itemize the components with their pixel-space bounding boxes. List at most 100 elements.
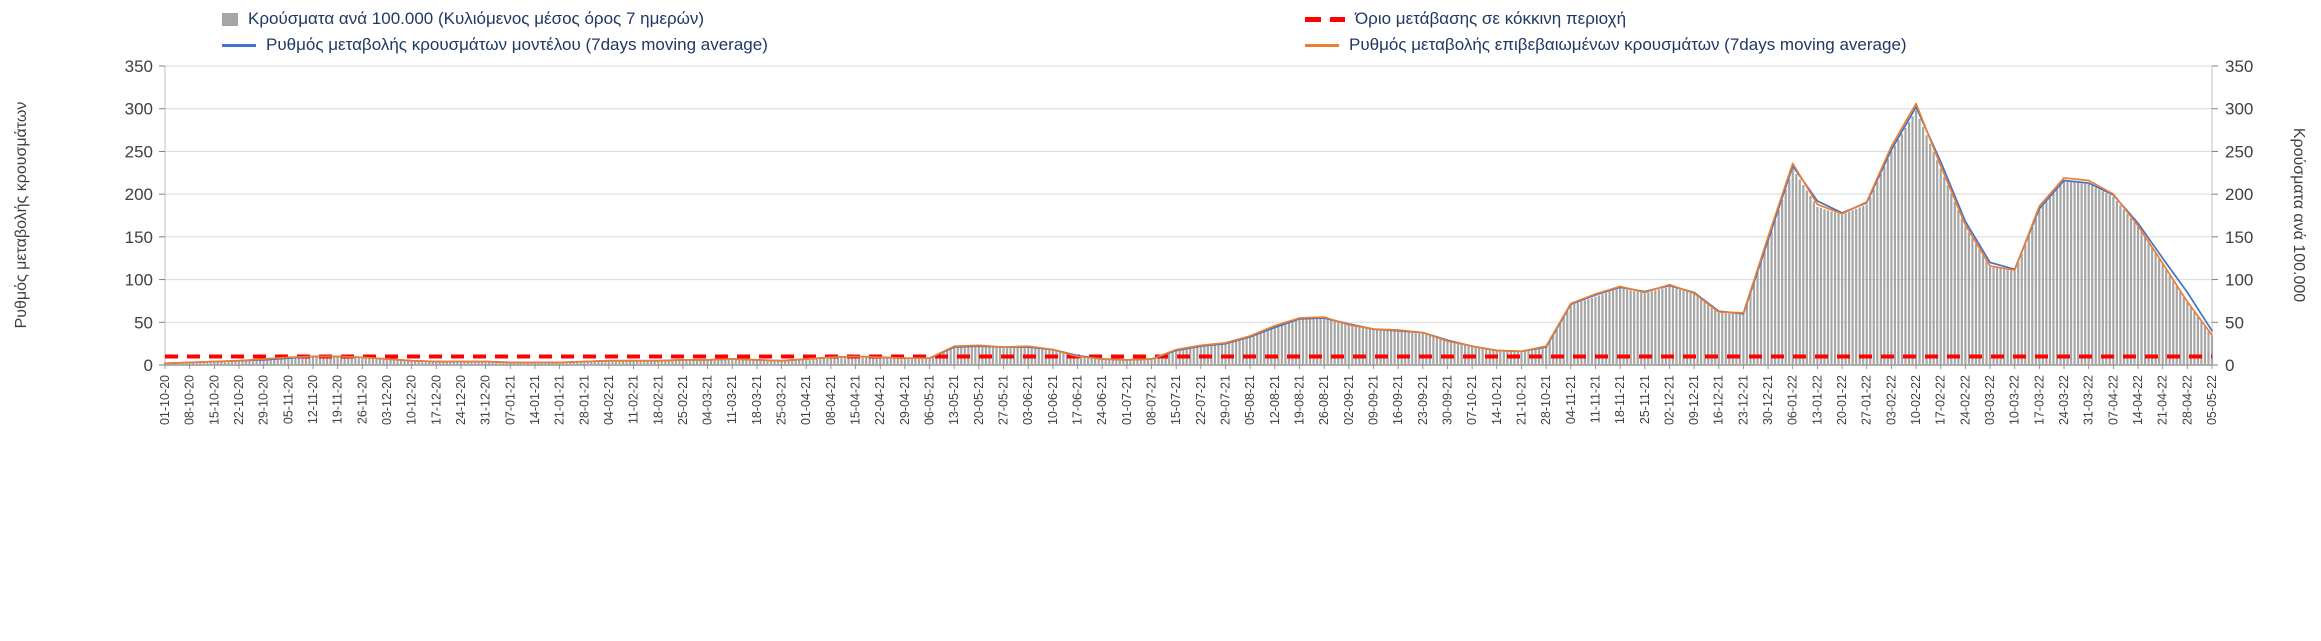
svg-text:24-03-22: 24-03-22 [2057, 375, 2071, 425]
svg-text:15-10-20: 15-10-20 [207, 375, 221, 425]
chart-legend: Κρούσματα ανά 100.000 (Κυλιόμενος μέσος … [0, 0, 2321, 60]
svg-text:100: 100 [125, 271, 153, 290]
svg-text:28-10-21: 28-10-21 [1539, 375, 1553, 425]
svg-text:01-10-20: 01-10-20 [158, 375, 172, 425]
confirmed-line-series [164, 102, 2213, 365]
svg-text:03-12-20: 03-12-20 [380, 375, 394, 425]
svg-text:21-04-22: 21-04-22 [2156, 375, 2170, 425]
svg-text:06-01-22: 06-01-22 [1786, 375, 1800, 425]
y-axis-labels-left: 0 50 100 150 200 250 300 350 [125, 57, 153, 375]
svg-text:05-08-21: 05-08-21 [1243, 375, 1257, 425]
svg-text:300: 300 [2225, 100, 2253, 119]
svg-text:18-02-21: 18-02-21 [651, 375, 665, 425]
svg-text:17-02-22: 17-02-22 [1934, 375, 1948, 425]
svg-text:30-09-21: 30-09-21 [1440, 375, 1454, 425]
svg-text:12-08-21: 12-08-21 [1268, 375, 1282, 425]
legend-label-confirmed-rate: Ρυθμός μεταβολής επιβεβαιωμένων κρουσμάτ… [1349, 35, 1907, 54]
svg-text:25-02-21: 25-02-21 [676, 375, 690, 425]
svg-text:07-10-21: 07-10-21 [1465, 375, 1479, 425]
bar-series-swatch-icon [222, 12, 238, 26]
legend-item-cases-per-100k: Κρούσματα ανά 100.000 (Κυλιόμενος μέσος … [222, 8, 704, 30]
svg-text:14-01-21: 14-01-21 [528, 375, 542, 425]
svg-text:03-02-22: 03-02-22 [1884, 375, 1898, 425]
svg-text:26-08-21: 26-08-21 [1317, 375, 1331, 425]
svg-text:150: 150 [2225, 228, 2253, 247]
svg-text:31-12-20: 31-12-20 [479, 375, 493, 425]
svg-text:01-04-21: 01-04-21 [799, 375, 813, 425]
svg-text:11-03-21: 11-03-21 [725, 375, 739, 424]
svg-text:24-12-20: 24-12-20 [454, 375, 468, 425]
confirmed-line-swatch-icon [1305, 43, 1339, 47]
svg-text:27-05-21: 27-05-21 [997, 375, 1011, 425]
svg-text:13-05-21: 13-05-21 [947, 375, 961, 425]
svg-text:31-03-22: 31-03-22 [2082, 375, 2096, 425]
svg-text:05-05-22: 05-05-22 [2205, 375, 2219, 425]
svg-text:03-06-21: 03-06-21 [1021, 375, 1035, 425]
svg-text:50: 50 [134, 313, 153, 332]
svg-text:17-12-20: 17-12-20 [429, 375, 443, 425]
svg-text:23-09-21: 23-09-21 [1416, 375, 1430, 425]
svg-text:24-06-21: 24-06-21 [1095, 375, 1109, 425]
svg-text:13-01-22: 13-01-22 [1810, 375, 1824, 425]
legend-label-model-rate: Ρυθμός μεταβολής κρουσμάτων μοντέλου (7d… [266, 35, 768, 54]
svg-text:10-06-21: 10-06-21 [1046, 375, 1060, 425]
x-axis-labels: 01-10-20 08-10-20 15-10-20 22-10-20 29-10-20… [158, 375, 2219, 425]
svg-text:0: 0 [2225, 356, 2234, 375]
svg-text:10-02-22: 10-02-22 [1909, 375, 1923, 425]
svg-text:250: 250 [125, 142, 153, 161]
y-axis-title-left: Ρυθμός μεταβολής κρουσμάτων [13, 101, 30, 329]
svg-text:08-10-20: 08-10-20 [183, 375, 197, 425]
svg-text:12-11-20: 12-11-20 [306, 375, 320, 424]
y-axis-title-right: Κρούσματα ανά 100.000 [2290, 127, 2307, 303]
svg-text:19-11-20: 19-11-20 [331, 375, 345, 424]
svg-text:300: 300 [125, 100, 153, 119]
svg-text:29-07-21: 29-07-21 [1218, 375, 1232, 425]
legend-item-red-threshold: Όριο μετάβασης σε κόκκινη περιοχή [1305, 8, 1626, 30]
svg-text:18-11-21: 18-11-21 [1613, 375, 1627, 424]
svg-text:06-05-21: 06-05-21 [923, 375, 937, 425]
svg-text:08-07-21: 08-07-21 [1145, 375, 1159, 425]
legend-label-cases-per-100k: Κρούσματα ανά 100.000 (Κυλιόμενος μέσος … [248, 9, 705, 28]
svg-text:200: 200 [125, 185, 153, 204]
svg-text:15-04-21: 15-04-21 [849, 375, 863, 425]
svg-text:07-04-22: 07-04-22 [2106, 375, 2120, 425]
legend-label-red-threshold: Όριο μετάβασης σε κόκκινη περιοχή [1355, 9, 1627, 28]
svg-text:14-04-22: 14-04-22 [2131, 375, 2145, 425]
svg-text:250: 250 [2225, 142, 2253, 161]
svg-text:09-12-21: 09-12-21 [1687, 375, 1701, 425]
svg-text:17-03-22: 17-03-22 [2032, 375, 2046, 425]
svg-text:15-07-21: 15-07-21 [1169, 375, 1183, 425]
svg-text:16-12-21: 16-12-21 [1712, 375, 1726, 425]
svg-text:30-12-21: 30-12-21 [1761, 375, 1775, 425]
svg-text:20-05-21: 20-05-21 [972, 375, 986, 425]
svg-text:01-07-21: 01-07-21 [1120, 375, 1134, 425]
svg-text:26-11-20: 26-11-20 [355, 375, 369, 424]
svg-text:21-01-21: 21-01-21 [553, 375, 567, 425]
legend-item-model-rate: Ρυθμός μεταβολής κρουσμάτων μοντέλου (7d… [222, 34, 768, 56]
svg-text:10-12-20: 10-12-20 [405, 375, 419, 425]
svg-text:25-11-21: 25-11-21 [1638, 375, 1652, 424]
svg-text:21-10-21: 21-10-21 [1514, 375, 1528, 425]
legend-item-confirmed-rate: Ρυθμός μεταβολής επιβεβαιωμένων κρουσμάτ… [1305, 34, 1907, 56]
svg-text:100: 100 [2225, 271, 2253, 290]
model-line-swatch-icon [222, 43, 256, 47]
svg-text:29-10-20: 29-10-20 [257, 375, 271, 425]
y-axis-labels-right: 0 50 100 150 200 250 300 350 [2225, 57, 2253, 375]
svg-text:19-08-21: 19-08-21 [1292, 375, 1306, 425]
bar-series [163, 110, 2214, 366]
svg-text:04-03-21: 04-03-21 [701, 375, 715, 425]
svg-text:22-10-20: 22-10-20 [232, 375, 246, 425]
svg-text:17-06-21: 17-06-21 [1071, 375, 1085, 425]
svg-text:29-04-21: 29-04-21 [898, 375, 912, 425]
svg-text:18-03-21: 18-03-21 [750, 375, 764, 425]
svg-text:25-03-21: 25-03-21 [775, 375, 789, 425]
svg-text:28-04-22: 28-04-22 [2180, 375, 2194, 425]
svg-text:22-04-21: 22-04-21 [873, 375, 887, 425]
svg-text:200: 200 [2225, 185, 2253, 204]
svg-text:11-11-21: 11-11-21 [1588, 375, 1602, 423]
svg-text:50: 50 [2225, 313, 2244, 332]
svg-text:23-12-21: 23-12-21 [1736, 375, 1750, 425]
svg-text:02-12-21: 02-12-21 [1662, 375, 1676, 425]
